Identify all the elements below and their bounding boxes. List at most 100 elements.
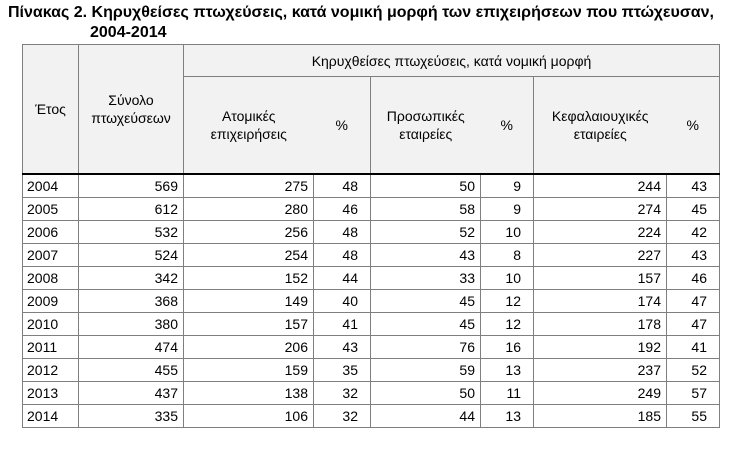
cell-individual: 254 <box>183 243 314 267</box>
cell-total: 612 <box>78 197 184 221</box>
header-pct1: % <box>313 76 371 175</box>
header-pct2: % <box>480 76 534 175</box>
cell-personal: 45 <box>370 289 481 313</box>
cell-pct1: 32 <box>313 381 371 405</box>
table-row: 2014 335 106 32 44 13 185 55 <box>22 404 720 428</box>
cell-pct1: 32 <box>313 404 371 428</box>
table-row: 2006 532 256 48 52 10 224 42 <box>22 220 720 244</box>
cell-individual: 157 <box>183 312 314 336</box>
cell-pct2: 13 <box>480 358 534 382</box>
header-personal: Προσωπικές εταιρείες <box>370 76 481 175</box>
cell-individual: 256 <box>183 220 314 244</box>
cell-capital: 227 <box>533 243 667 267</box>
cell-capital: 178 <box>533 312 667 336</box>
cell-pct2: 10 <box>480 266 534 290</box>
header-individual: Ατομικές επιχειρήσεις <box>183 76 314 175</box>
cell-personal: 52 <box>370 220 481 244</box>
table-row: 2013 437 138 32 50 11 249 57 <box>22 381 720 405</box>
cell-capital: 224 <box>533 220 667 244</box>
cell-pct2: 9 <box>480 197 534 221</box>
cell-personal: 44 <box>370 404 481 428</box>
cell-pct3: 43 <box>666 174 720 198</box>
cell-pct3: 41 <box>666 335 720 359</box>
cell-total: 569 <box>78 174 184 198</box>
cell-pct2: 12 <box>480 289 534 313</box>
cell-year: 2012 <box>22 358 79 382</box>
cell-pct1: 48 <box>313 220 371 244</box>
cell-pct1: 35 <box>313 358 371 382</box>
cell-individual: 275 <box>183 174 314 198</box>
cell-year: 2005 <box>22 197 79 221</box>
cell-individual: 159 <box>183 358 314 382</box>
cell-pct2: 11 <box>480 381 534 405</box>
cell-total: 437 <box>78 381 184 405</box>
cell-individual: 206 <box>183 335 314 359</box>
cell-pct2: 12 <box>480 312 534 336</box>
cell-pct3: 55 <box>666 404 720 428</box>
cell-year: 2007 <box>22 243 79 267</box>
cell-total: 532 <box>78 220 184 244</box>
cell-pct2: 10 <box>480 220 534 244</box>
table-body: 2004 569 275 48 50 9 244 43 2005 612 280 46 58 9 274 45… <box>22 174 720 428</box>
cell-personal: 59 <box>370 358 481 382</box>
cell-pct2: 16 <box>480 335 534 359</box>
cell-pct3: 46 <box>666 266 720 290</box>
table-row: 2010 380 157 41 45 12 178 47 <box>22 312 720 336</box>
cell-pct1: 48 <box>313 174 371 198</box>
cell-total: 455 <box>78 358 184 382</box>
header-group: Κηρυχθείσες πτωχεύσεις, κατά νομική μορφ… <box>183 44 720 77</box>
table-row: 2012 455 159 35 59 13 237 52 <box>22 358 720 382</box>
cell-individual: 138 <box>183 381 314 405</box>
cell-capital: 244 <box>533 174 667 198</box>
cell-capital: 237 <box>533 358 667 382</box>
cell-capital: 185 <box>533 404 667 428</box>
cell-individual: 106 <box>183 404 314 428</box>
cell-pct1: 40 <box>313 289 371 313</box>
cell-pct2: 8 <box>480 243 534 267</box>
cell-individual: 280 <box>183 197 314 221</box>
cell-pct1: 46 <box>313 197 371 221</box>
cell-pct2: 9 <box>480 174 534 198</box>
cell-total: 335 <box>78 404 184 428</box>
cell-total: 380 <box>78 312 184 336</box>
cell-pct3: 42 <box>666 220 720 244</box>
cell-year: 2010 <box>22 312 79 336</box>
cell-pct3: 47 <box>666 312 720 336</box>
cell-year: 2011 <box>22 335 79 359</box>
table-row: 2004 569 275 48 50 9 244 43 <box>22 174 720 198</box>
header-capital: Κεφαλαιουχικές εταιρείες <box>533 76 667 175</box>
cell-pct3: 43 <box>666 243 720 267</box>
cell-individual: 152 <box>183 266 314 290</box>
cell-year: 2008 <box>22 266 79 290</box>
cell-personal: 58 <box>370 197 481 221</box>
cell-personal: 45 <box>370 312 481 336</box>
cell-year: 2009 <box>22 289 79 313</box>
cell-personal: 76 <box>370 335 481 359</box>
cell-total: 474 <box>78 335 184 359</box>
cell-personal: 43 <box>370 243 481 267</box>
cell-year: 2006 <box>22 220 79 244</box>
table-row: 2005 612 280 46 58 9 274 45 <box>22 197 720 221</box>
cell-personal: 50 <box>370 381 481 405</box>
cell-personal: 33 <box>370 266 481 290</box>
cell-pct1: 43 <box>313 335 371 359</box>
table-row: 2009 368 149 40 45 12 174 47 <box>22 289 720 313</box>
cell-pct1: 41 <box>313 312 371 336</box>
table-title-line2: 2004-2014 <box>90 24 167 41</box>
header-total: Σύνολο πτωχεύσεων <box>78 44 184 175</box>
cell-pct2: 13 <box>480 404 534 428</box>
table-row: 2007 524 254 48 43 8 227 43 <box>22 243 720 267</box>
cell-individual: 149 <box>183 289 314 313</box>
table-row: 2011 474 206 43 76 16 192 41 <box>22 335 720 359</box>
cell-year: 2004 <box>22 174 79 198</box>
cell-pct1: 44 <box>313 266 371 290</box>
cell-capital: 249 <box>533 381 667 405</box>
cell-total: 342 <box>78 266 184 290</box>
cell-total: 524 <box>78 243 184 267</box>
table-title-line1: Πίνακας 2. Κηρυχθείσες πτωχεύσεις, κατά … <box>8 4 714 21</box>
cell-pct3: 47 <box>666 289 720 313</box>
cell-capital: 274 <box>533 197 667 221</box>
cell-capital: 192 <box>533 335 667 359</box>
header-pct3: % <box>666 76 720 175</box>
